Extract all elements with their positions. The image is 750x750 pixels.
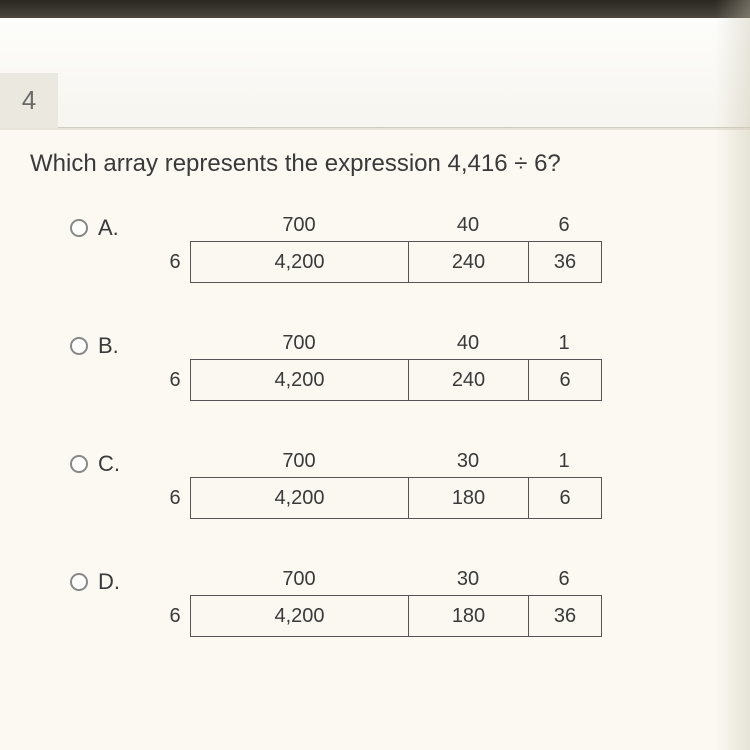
option-c-array: 700 30 1 6 4,200 180 6: [160, 449, 602, 519]
top-label: 6: [528, 568, 600, 591]
side-label: 6: [160, 477, 190, 519]
cell: 36: [529, 596, 601, 636]
cell: 4,200: [191, 478, 409, 518]
option-b-radio-group[interactable]: B.: [70, 331, 160, 359]
option-c-radio-group[interactable]: C.: [70, 449, 160, 477]
cell: 240: [409, 360, 529, 400]
array-cells: 4,200 240 6: [190, 359, 602, 401]
cell: 4,200: [191, 360, 409, 400]
cell: 4,200: [191, 596, 409, 636]
top-label: 6: [528, 214, 600, 237]
cell: 180: [409, 596, 529, 636]
top-label: 700: [190, 450, 408, 473]
top-label: 40: [408, 214, 528, 237]
question-prompt: Which array represents the expression 4,…: [30, 150, 710, 178]
option-b-label: B.: [98, 333, 119, 359]
option-d-array: 700 30 6 6 4,200 180 36: [160, 567, 602, 637]
browser-chrome: 4: [0, 18, 750, 128]
top-label: 40: [408, 332, 528, 355]
array-cells: 4,200 180 6: [190, 477, 602, 519]
option-c-label: C.: [98, 451, 120, 477]
option-a-label: A.: [98, 215, 119, 241]
option-a[interactable]: A. 700 40 6 6 4,200 240 36: [70, 213, 710, 283]
side-label: 6: [160, 241, 190, 283]
radio-icon[interactable]: [70, 219, 88, 237]
option-a-radio-group[interactable]: A.: [70, 213, 160, 241]
radio-icon[interactable]: [70, 337, 88, 355]
radio-icon[interactable]: [70, 455, 88, 473]
option-d-radio-group[interactable]: D.: [70, 567, 160, 595]
top-label: 30: [408, 450, 528, 473]
option-d-label: D.: [98, 569, 120, 595]
side-label: 6: [160, 595, 190, 637]
cell: 240: [409, 242, 529, 282]
cell: 6: [529, 360, 601, 400]
radio-icon[interactable]: [70, 573, 88, 591]
top-label: 700: [190, 332, 408, 355]
cell: 180: [409, 478, 529, 518]
option-b-array: 700 40 1 6 4,200 240 6: [160, 331, 602, 401]
top-label: 1: [528, 450, 600, 473]
top-label: 30: [408, 568, 528, 591]
photo-bezel-top: [0, 0, 750, 18]
top-label: 1: [528, 332, 600, 355]
side-label: 6: [160, 359, 190, 401]
top-label: 700: [190, 214, 408, 237]
question-content: Which array represents the expression 4,…: [0, 130, 750, 750]
option-d[interactable]: D. 700 30 6 6 4,200 180 36: [70, 567, 710, 637]
option-b[interactable]: B. 700 40 1 6 4,200 240 6: [70, 331, 710, 401]
cell: 4,200: [191, 242, 409, 282]
array-cells: 4,200 180 36: [190, 595, 602, 637]
question-number-badge: 4: [0, 73, 58, 128]
option-c[interactable]: C. 700 30 1 6 4,200 180 6: [70, 449, 710, 519]
cell: 6: [529, 478, 601, 518]
array-cells: 4,200 240 36: [190, 241, 602, 283]
option-a-array: 700 40 6 6 4,200 240 36: [160, 213, 602, 283]
cell: 36: [529, 242, 601, 282]
top-label: 700: [190, 568, 408, 591]
